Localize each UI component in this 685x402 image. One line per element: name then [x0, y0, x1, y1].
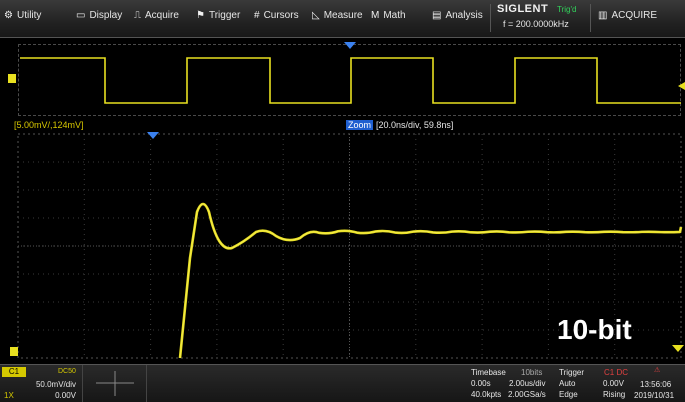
trigger-type: Edge: [559, 390, 578, 399]
channel-scale: 50.0mV/div: [35, 380, 76, 389]
math-icon: M: [371, 10, 380, 21]
menu-measure[interactable]: ◺ Measure: [312, 10, 363, 21]
timebase-bits: 10bits: [521, 368, 543, 377]
memory-icon: ▥: [598, 10, 608, 21]
channel-tag[interactable]: C1: [2, 367, 26, 377]
zoom-info-text: [20.0ns/div, 59.8ns]: [376, 120, 454, 130]
menu-label: Measure: [323, 10, 363, 21]
channel-probe: 1X: [4, 391, 14, 400]
timebase-rate: 2.00GSa/s: [508, 390, 546, 399]
timebase-delay: 0.00s: [471, 379, 491, 388]
gear-icon: ⚙: [4, 10, 13, 21]
menu-math[interactable]: M Math: [371, 10, 406, 21]
clock-time: 13:56:06: [640, 380, 672, 389]
timebase-hscale: 2.00us/div: [509, 379, 546, 388]
zoom-info[interactable]: Zoom [20.0ns/div, 59.8ns]: [346, 120, 453, 130]
menu-label: Trigger: [208, 10, 241, 21]
menu-label: Analysis: [445, 10, 483, 21]
menu-label: Display: [89, 10, 123, 21]
menu-bar: ⚙ Utility ▭ Display ⎍ Acquire ⚑ Trigger # Cursors…: [0, 0, 685, 38]
menu-label: Utility: [16, 10, 42, 21]
alert-icon: ⚠: [654, 367, 661, 374]
trigger-header[interactable]: Trigger: [559, 368, 585, 377]
trigger-position-marker: [344, 42, 356, 49]
status-bar: C1 DC50 50.0mV/div 1X 0.00V Timebase 10b…: [0, 364, 685, 402]
zoom-level-marker: [672, 345, 684, 352]
overview-trace: [20, 57, 681, 104]
brand-logo: SIGLENT: [497, 3, 549, 15]
zoom-trace-highlight: [179, 203, 682, 359]
trigger-status: Trig'd: [557, 5, 577, 14]
menu-analysis[interactable]: ▤ Analysis: [432, 10, 483, 21]
add-channel-area[interactable]: [84, 365, 147, 402]
flag-icon: ⚑: [196, 10, 205, 21]
zoom-scale-label: [5.00mV/,124mV]: [14, 120, 84, 130]
trigger-slope: Rising: [603, 390, 626, 399]
trigger-source: C1 DC: [604, 368, 629, 377]
brand-block: SIGLENT Trig'd f = 200.0000kHz: [497, 3, 587, 33]
trigger-mode: Auto: [559, 379, 576, 388]
menu-cursors[interactable]: # Cursors: [254, 10, 299, 21]
menu-separator: [490, 4, 491, 32]
menu-display[interactable]: ▭ Display: [76, 10, 122, 21]
timebase-points: 40.0kpts: [471, 390, 502, 399]
menu-acquire[interactable]: ▥ ACQUIRE: [598, 10, 657, 21]
overview-level-marker: [678, 82, 685, 90]
zoom-tag[interactable]: Zoom: [346, 120, 374, 130]
zoom-channel-marker: [10, 347, 18, 356]
menu-acquire[interactable]: ⎍ Acquire: [134, 10, 179, 21]
menu-label: Math: [383, 10, 406, 21]
menu-label: ACQUIRE: [611, 10, 658, 21]
trigger-frequency: f = 200.0000kHz: [503, 19, 569, 29]
timebase-header[interactable]: Timebase: [471, 368, 506, 377]
menu-trigger[interactable]: ⚑ Trigger: [196, 10, 240, 21]
channel-1-marker: [8, 74, 16, 83]
channel-offset: 0.00V: [55, 391, 76, 400]
trigger-level: 0.00V: [603, 379, 624, 388]
clock-date: 2019/10/31: [634, 391, 675, 400]
acquire-icon: ⎍: [134, 10, 141, 21]
crosshair-icon: [96, 371, 134, 396]
menu-label: Cursors: [263, 10, 299, 21]
menu-label: Acquire: [145, 10, 179, 21]
grid-icon: #: [254, 10, 260, 21]
measure-icon: ◺: [312, 10, 320, 21]
display-icon: ▭: [76, 10, 86, 21]
zoom-trigger-marker: [147, 132, 159, 139]
menu-separator: [590, 4, 591, 32]
channel-coupling: DC50: [58, 368, 76, 375]
menu-utility[interactable]: ⚙ Utility: [4, 10, 41, 21]
watermark-text: 10-bit: [557, 314, 632, 345]
channel-1-panel[interactable]: C1 DC50 50.0mV/div 1X 0.00V: [0, 365, 83, 402]
analysis-icon: ▤: [432, 10, 442, 21]
